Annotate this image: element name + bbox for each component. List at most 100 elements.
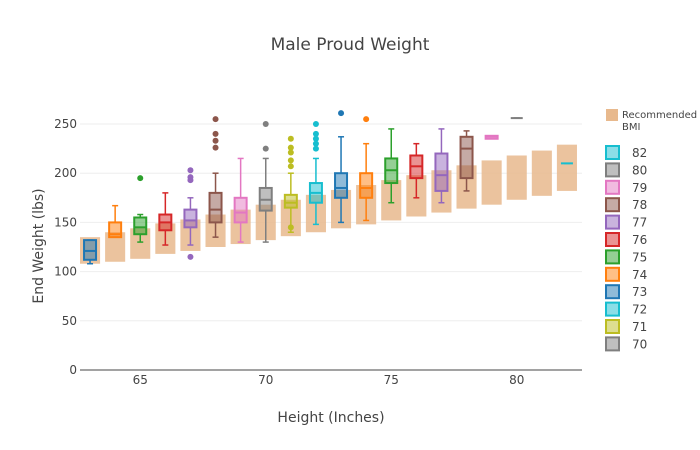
outlier-point — [187, 174, 194, 181]
iqr-box — [434, 152, 449, 192]
y-tick-label: 250 — [54, 117, 77, 131]
box-plot-66[interactable] — [158, 192, 173, 246]
bmi-bar — [105, 232, 126, 262]
outlier-point — [312, 140, 319, 147]
legend-label-82: 82 — [632, 146, 647, 160]
legend-swatch-74[interactable] — [605, 266, 620, 282]
bmi-bar — [531, 150, 552, 196]
legend-label-bmi-line1: Recommended — [622, 110, 697, 121]
legend-swatch-75[interactable] — [605, 249, 620, 265]
outlier-point — [312, 145, 319, 152]
legend-label-76: 76 — [632, 233, 647, 247]
outlier-point — [262, 145, 269, 152]
outlier-point — [312, 130, 319, 137]
legend-label-80: 80 — [632, 163, 647, 177]
bmi-bar — [506, 155, 527, 200]
outlier-point — [338, 110, 345, 117]
legend: Recommended BMI 82 80 79 78 77 76 75 74 73 72 71 70 — [605, 109, 697, 352]
legend-swatch-73[interactable] — [605, 284, 620, 300]
axes: 0 50 100 150 200 250 65 70 75 80 — [54, 117, 582, 387]
legend-label-77: 77 — [632, 216, 647, 230]
box-plot-63[interactable] — [83, 239, 98, 265]
box-plot-77[interactable] — [434, 128, 449, 204]
iqr-box — [459, 135, 474, 180]
outlier-point — [262, 121, 269, 127]
legend-swatch-bmi[interactable] — [606, 109, 618, 121]
outlier-point — [212, 144, 219, 151]
y-tick-label: 0 — [69, 363, 77, 377]
iqr-box — [233, 196, 248, 224]
bmi-bar — [130, 228, 151, 259]
legend-label-72: 72 — [632, 303, 647, 317]
bmi-band — [80, 144, 577, 264]
box-plot-76[interactable] — [409, 142, 424, 199]
outlier-point — [212, 116, 219, 123]
outlier-point — [312, 135, 319, 142]
x-tick-label: 75 — [384, 373, 399, 387]
legend-swatch-70[interactable] — [605, 336, 620, 352]
bmi-bar — [556, 144, 577, 191]
legend-label-70: 70 — [632, 337, 647, 351]
x-tick-label: 65 — [133, 373, 148, 387]
legend-swatch-76[interactable] — [605, 232, 620, 247]
legend-swatch-80[interactable] — [605, 162, 620, 178]
box-plot-79[interactable] — [484, 134, 499, 140]
box-plot-73[interactable] — [334, 110, 349, 224]
legend-swatch-72[interactable] — [605, 301, 620, 317]
box-plot-72[interactable] — [308, 121, 323, 226]
x-tick-label: 80 — [509, 373, 524, 387]
outlier-point — [212, 137, 219, 144]
x-tick-label: 70 — [258, 373, 273, 387]
outlier-point — [287, 144, 294, 151]
legend-label-78: 78 — [632, 198, 647, 212]
outlier-point — [187, 167, 194, 174]
legend-label-79: 79 — [632, 181, 647, 195]
legend-swatch-77[interactable] — [605, 214, 620, 230]
box-plot-64[interactable] — [108, 204, 123, 239]
box-plot-78[interactable] — [459, 130, 474, 192]
box-plot-69[interactable] — [233, 157, 248, 243]
legend-label-73: 73 — [632, 285, 647, 299]
iqr-box — [133, 216, 148, 236]
outlier-point — [137, 175, 144, 182]
outlier-point — [287, 135, 294, 142]
box-plot-71[interactable] — [283, 135, 298, 233]
box-plot-67[interactable] — [183, 167, 198, 260]
legend-swatch-78[interactable] — [605, 197, 620, 213]
iqr-box — [208, 191, 223, 224]
y-tick-label: 200 — [54, 166, 77, 180]
outlier-point — [287, 224, 294, 231]
outlier-point — [187, 253, 194, 260]
legend-label-75: 75 — [632, 250, 647, 264]
outlier-point — [287, 149, 294, 156]
chart-title: Male Proud Weight — [271, 35, 430, 55]
legend-swatch-79[interactable] — [605, 179, 620, 195]
y-tick-label: 100 — [54, 265, 77, 279]
box-plot-75[interactable] — [384, 128, 399, 204]
box-plot-74[interactable] — [359, 116, 374, 222]
y-axis-title: End Weight (lbs) — [31, 188, 47, 303]
box-plot-68[interactable] — [208, 116, 223, 238]
outlier-point — [287, 157, 294, 164]
iqr-box — [334, 172, 349, 199]
legend-label-74: 74 — [632, 268, 647, 282]
outlier-point — [287, 163, 294, 170]
outlier-point — [363, 116, 370, 123]
legend-label-71: 71 — [632, 320, 647, 334]
box-plot-65[interactable] — [133, 175, 148, 243]
x-axis-title: Height (Inches) — [277, 410, 384, 426]
box-plot-70[interactable] — [258, 121, 273, 243]
outlier-point — [312, 121, 319, 127]
outlier-point — [212, 130, 219, 137]
iqr-box — [283, 193, 298, 209]
y-tick-label: 50 — [62, 314, 77, 328]
bmi-bar — [481, 160, 502, 205]
iqr-box — [183, 208, 198, 229]
y-tick-label: 150 — [54, 215, 77, 229]
box-plots — [83, 110, 573, 265]
legend-label-bmi-line2: BMI — [622, 122, 640, 133]
legend-swatch-82[interactable] — [605, 145, 620, 160]
iqr-box — [359, 172, 374, 199]
legend-swatch-71[interactable] — [605, 319, 620, 334]
